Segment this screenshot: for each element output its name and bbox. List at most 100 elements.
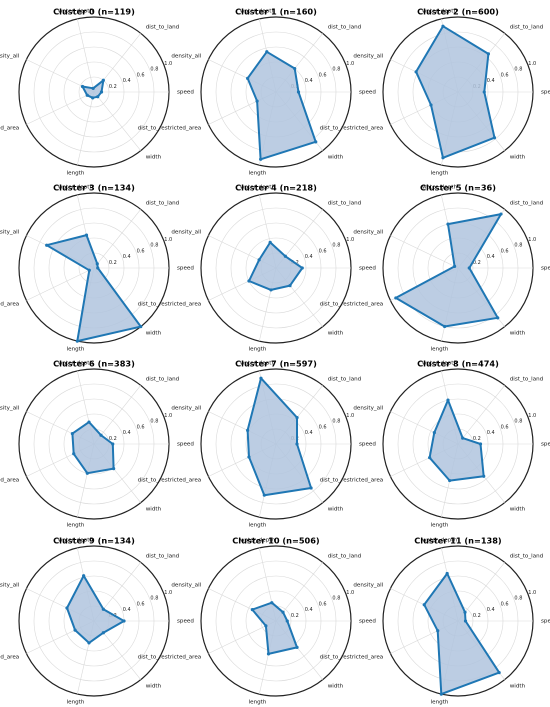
radial-tick-label: 0.4 [123,78,131,84]
chart-title: Cluster 5 (n=36) [420,183,496,193]
radar-chart-3: Cluster 3 (n=134) speed dist_to_land water_… [0,183,194,353]
axis-label-density-all: density_all [171,229,201,235]
radial-tick-label: 0.8 [514,596,522,602]
radial-tick-label: 1.0 [346,590,354,596]
data-point-width [112,467,116,471]
data-point-width [492,136,497,140]
data-point-water-depth [84,233,89,237]
axis-label-water-depth: water_depth [422,9,457,15]
data-point-water-depth [446,222,450,226]
grid-spoke [390,235,459,269]
axis-label-water-depth: water_depth [422,361,457,367]
series-line [394,213,502,328]
radial-tick-label: 0.6 [501,72,509,78]
axis-label-dist-to-land: dist_to_land [328,201,362,207]
axis-label-dist-to-restricted-area: dist_to_restricted_area [138,302,202,308]
data-point-dist-to-land [461,436,465,440]
series-area [247,51,316,160]
data-point-length [75,339,79,343]
data-point-density-all [80,84,85,89]
data-point-dist-to-restricted-area [428,456,432,460]
data-point-speed [96,266,100,270]
radar-chart-1: Cluster 1 (n=160) speed dist_to_land water_… [138,7,377,177]
radial-tick-label: 0.8 [150,243,158,249]
radar-chart-11: Cluster 11 (n=138) speed dist_to_land water… [320,536,550,706]
radial-tick-label: 1.0 [528,61,536,67]
axis-label-length: length [67,699,85,705]
chart-title: Cluster 0 (n=119) [53,7,135,17]
radar-chart-5: Cluster 5 (n=36) speed dist_to_land water_d… [320,183,550,353]
radial-tick-label: 0.4 [487,430,495,436]
data-point-length [439,692,443,696]
series-line [45,234,142,343]
axis-label-density-all: density_all [0,229,20,235]
axis-label-water-depth: water_depth [240,185,275,191]
radial-tick-label: 0.8 [150,67,158,73]
radial-tick-label: 0.4 [487,254,495,260]
data-point-width [139,325,143,329]
data-point-length [448,478,452,483]
axis-label-dist-to-restricted-area: dist_to_restricted_area [138,126,202,132]
radial-tick-label: 0.8 [332,596,340,602]
radial-tick-label: 0.4 [305,430,313,436]
radial-tick-label: 0.8 [150,596,158,602]
axis-label-width: width [146,154,162,160]
data-point-dist-to-land [99,433,103,437]
chart-title: Cluster 4 (n=218) [235,183,317,193]
series-area [72,422,114,474]
series-line [415,25,496,159]
axis-label-length: length [249,699,267,705]
radial-tick-label: 1.0 [528,413,536,419]
axis-label-width: width [328,506,344,512]
data-point-length [441,156,445,160]
axis-label-dist-to-restricted-area: dist_to_restricted_area [320,478,384,484]
data-point-dist-to-restricted-area [85,93,89,97]
radial-tick-label: 0.4 [305,607,313,613]
axis-label-density-all: density_all [171,405,201,411]
radial-tick-label: 0.6 [319,424,327,430]
axis-label-width: width [510,506,526,512]
data-point-density-all [432,431,436,435]
radar-chart-9: Cluster 9 (n=134) speed dist_to_land water_… [0,536,194,706]
axis-label-speed: speed [177,90,194,96]
data-point-speed [467,266,471,270]
radar-chart-8: Cluster 8 (n=474) speed dist_to_land water_… [320,359,550,529]
data-point-width [96,95,100,99]
data-point-speed [482,90,486,94]
axis-label-density-all: density_all [353,229,383,235]
axis-label-dist-to-land: dist_to_land [328,25,362,31]
grid-spoke [77,18,95,93]
axis-label-length: length [431,346,449,352]
axis-label-water-depth: water_depth [58,538,93,544]
axis-label-speed: speed [359,619,376,625]
data-point-dist-to-land [463,610,467,614]
axis-label-dist-to-restricted-area: dist_to_restricted_area [320,655,384,661]
radial-tick-label: 1.0 [528,590,536,596]
axis-label-dist-to-restricted-area: dist_to_restricted_area [138,655,202,661]
data-point-density-all [246,76,250,80]
data-point-length [266,652,271,656]
axis-label-dist-to-land: dist_to_land [146,377,180,383]
radial-tick-label: 0.4 [123,254,131,260]
axis-label-length: length [431,522,449,528]
data-point-speed [296,90,301,94]
axis-label-width: width [510,154,526,160]
axis-label-length: length [67,170,85,176]
chart-title: Cluster 11 (n=138) [414,536,502,546]
axis-label-length: length [67,346,85,352]
axis-label-speed: speed [177,619,194,625]
axis-label-length: length [431,699,449,705]
radial-tick-label: 0.2 [109,436,117,442]
chart-title: Cluster 2 (n=600) [417,7,499,17]
radar-chart-10: Cluster 10 (n=506) speed dist_to_land water… [138,536,377,706]
data-point-width [314,140,318,144]
data-point-dist-to-restricted-area [87,268,91,272]
axis-label-width: width [328,330,344,336]
data-point-dist-to-restricted-area [247,455,251,459]
grid-spoke [26,91,95,125]
data-point-dist-to-land [293,66,297,71]
axis-label-water-depth: water_depth [240,361,275,367]
axis-label-density-all: density_all [0,582,20,588]
axis-label-speed: speed [359,266,376,272]
data-point-width [295,645,299,649]
